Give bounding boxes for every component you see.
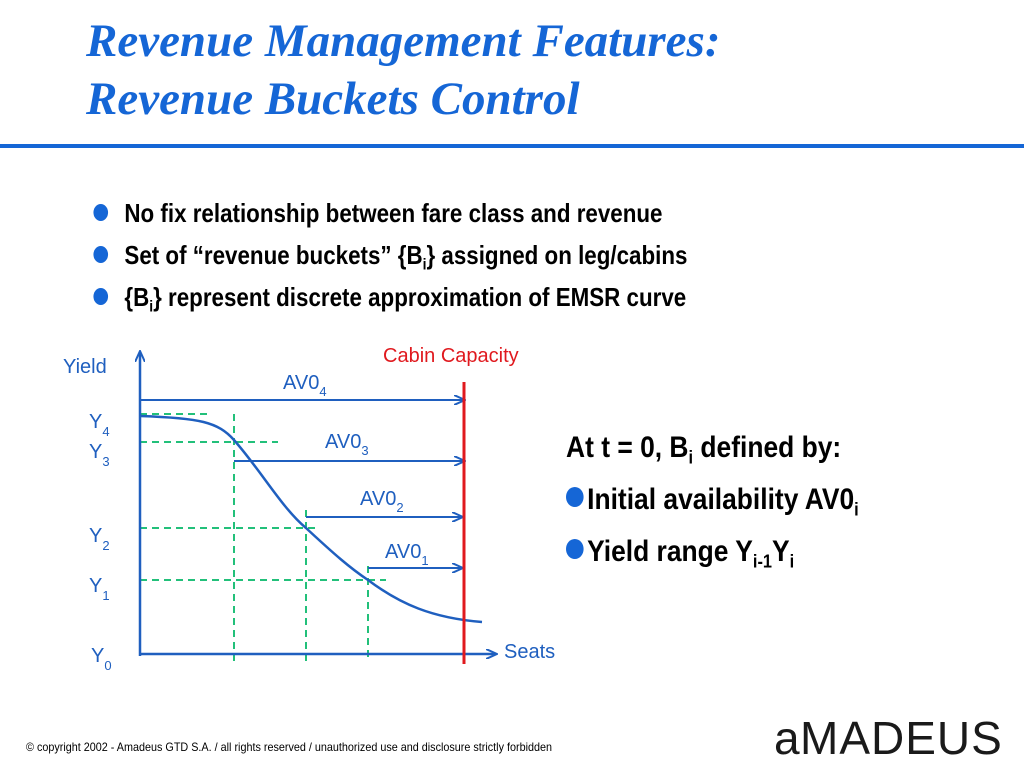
definition-item: Initial availability AV0i xyxy=(566,474,859,526)
y1-label: Y1 xyxy=(89,575,110,603)
av02-label: AV02 xyxy=(360,488,404,515)
av03-label: AV03 xyxy=(325,431,369,458)
emsr-curve xyxy=(139,414,483,624)
bullet-list: No fix relationship between fare class a… xyxy=(90,192,687,318)
y3-label: Y3 xyxy=(89,441,110,469)
x-axis-label: Seats xyxy=(504,641,555,663)
bullet-dot-icon xyxy=(93,246,109,263)
amadeus-logo: a MADEUS xyxy=(774,712,1003,764)
av01-label: AV01 xyxy=(385,541,429,568)
y0-label: Y0 xyxy=(91,645,112,673)
cabin-capacity-label: Cabin Capacity xyxy=(383,345,519,367)
av04-label: AV04 xyxy=(283,372,327,399)
svg-text:a: a xyxy=(774,712,801,764)
title-line-2: Revenue Buckets Control xyxy=(86,73,580,125)
svg-text:MADEUS: MADEUS xyxy=(800,712,1003,764)
definition-item: Yield range Yi-1Yi xyxy=(566,526,859,578)
bullet-dot-icon xyxy=(566,539,584,559)
bullet-dot-icon xyxy=(93,204,109,221)
bullet-dot-icon xyxy=(566,487,584,507)
bullet-item: No fix relationship between fare class a… xyxy=(90,192,687,234)
title-line-1: Revenue Management Features: xyxy=(86,15,721,67)
slide-title: Revenue Management Features: Revenue Buc… xyxy=(86,12,720,128)
definition-panel: At t = 0, Bi defined by: Initial availab… xyxy=(566,422,859,578)
definition-heading: At t = 0, Bi defined by: xyxy=(566,431,842,468)
copyright-notice: © copyright 2002 - Amadeus GTD S.A. / al… xyxy=(26,740,553,754)
title-divider xyxy=(0,144,1024,148)
y2-label: Y2 xyxy=(89,525,110,553)
y-axis-label: Yield xyxy=(63,356,107,378)
bullet-item: {Bi} represent discrete approximation of… xyxy=(90,276,687,318)
y4-label: Y4 xyxy=(89,411,110,439)
bullet-item: Set of “revenue buckets” {Bi} assigned o… xyxy=(90,234,687,276)
bullet-dot-icon xyxy=(93,288,109,305)
